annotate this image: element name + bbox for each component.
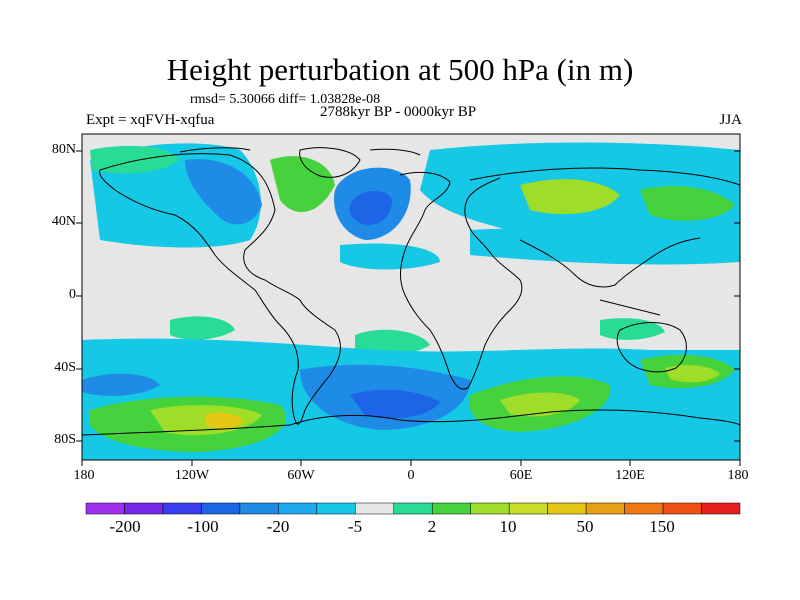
- field-tropic-green-2: [355, 329, 430, 356]
- stats-text: rmsd= 5.30066 diff= 1.03828e-08: [190, 92, 381, 107]
- field-central-band: [340, 243, 440, 270]
- coast-greenland: [299, 147, 361, 178]
- period-text: 2788kyr BP - 0000kyr BP: [320, 104, 477, 120]
- colorbar-swatch: [278, 502, 318, 515]
- colorbar-label: 150: [649, 517, 675, 536]
- field-tropic-green-3: [600, 318, 665, 340]
- plot-title: Height perturbation at 500 hPa (in m): [166, 52, 634, 87]
- colorbar-swatch: [162, 502, 202, 515]
- lat-label-80n: 80N: [51, 142, 76, 157]
- lon-label-180e: 180: [727, 468, 749, 483]
- colorbar-swatch: [85, 502, 125, 515]
- lon-label-120w: 120W: [174, 468, 210, 483]
- colorbar-label: 50: [576, 517, 594, 536]
- field-south-orange-w: [205, 412, 244, 429]
- colorbar-label: -200: [109, 517, 141, 536]
- field-south-ring: [620, 392, 740, 442]
- colorbar: [85, 502, 741, 515]
- colorbar-swatch: [355, 502, 395, 515]
- coast-europe-africa: [399, 171, 523, 390]
- coast-antarctica: [82, 409, 740, 436]
- colorbar-swatch: [393, 502, 433, 515]
- colorbar-swatch: [624, 502, 664, 515]
- colorbar-swatch: [316, 502, 356, 515]
- lon-label-60w: 60W: [287, 468, 315, 483]
- lon-label-60e: 60E: [509, 468, 533, 483]
- coast-north-america: [99, 153, 341, 425]
- lat-label-40s: 40S: [54, 360, 76, 375]
- colorbar-label: -100: [187, 517, 219, 536]
- field-north-green-2: [520, 179, 620, 215]
- field-northwest-blue: [185, 159, 262, 225]
- lat-label-0: 0: [69, 287, 76, 302]
- coast-australia: [616, 322, 687, 373]
- coastlines: [82, 147, 740, 436]
- field-south-yellow-e: [500, 392, 580, 417]
- coast-arctic-islands: [179, 147, 421, 156]
- field-tropic-green-1: [170, 316, 235, 340]
- coast-asia: [469, 167, 740, 316]
- lat-label-40n: 40N: [51, 214, 76, 229]
- lat-ticks: [76, 150, 740, 442]
- lon-label-180w: 180: [73, 468, 95, 483]
- colorbar-swatch: [431, 502, 471, 515]
- field-south-blue-core: [350, 389, 440, 419]
- colorbar-label: 10: [499, 517, 517, 536]
- colorbar-swatch: [547, 502, 587, 515]
- field-south-blue-far: [82, 373, 160, 396]
- experiment-label: Expt = xqFVH-xqfua: [86, 112, 215, 128]
- lon-ticks: [81, 460, 741, 466]
- colorbar-label: 2: [427, 517, 437, 536]
- colorbar-swatch: [124, 502, 164, 515]
- field-south-yellow-far-e: [665, 365, 720, 383]
- height-field: [82, 134, 740, 460]
- season-label: JJA: [719, 112, 742, 128]
- colorbar-swatch: [662, 502, 702, 515]
- colorbar-swatch: [585, 502, 625, 515]
- colorbar-swatch: [470, 502, 510, 515]
- lon-label-0: 0: [407, 468, 415, 483]
- lon-label-120e: 120E: [615, 468, 645, 483]
- colorbar-swatch: [701, 502, 741, 515]
- colorbar-label: -20: [266, 517, 290, 536]
- colorbar-swatch: [201, 502, 241, 515]
- colorbar-swatch: [508, 502, 548, 515]
- field-atlantic-core: [349, 190, 392, 225]
- field-north-green-3: [640, 185, 735, 221]
- field-north-green-1: [270, 156, 335, 212]
- field-asia-band: [470, 228, 740, 265]
- colorbar-label: -5: [347, 517, 363, 536]
- colorbar-swatch: [239, 502, 279, 515]
- lat-label-80s: 80S: [54, 432, 76, 447]
